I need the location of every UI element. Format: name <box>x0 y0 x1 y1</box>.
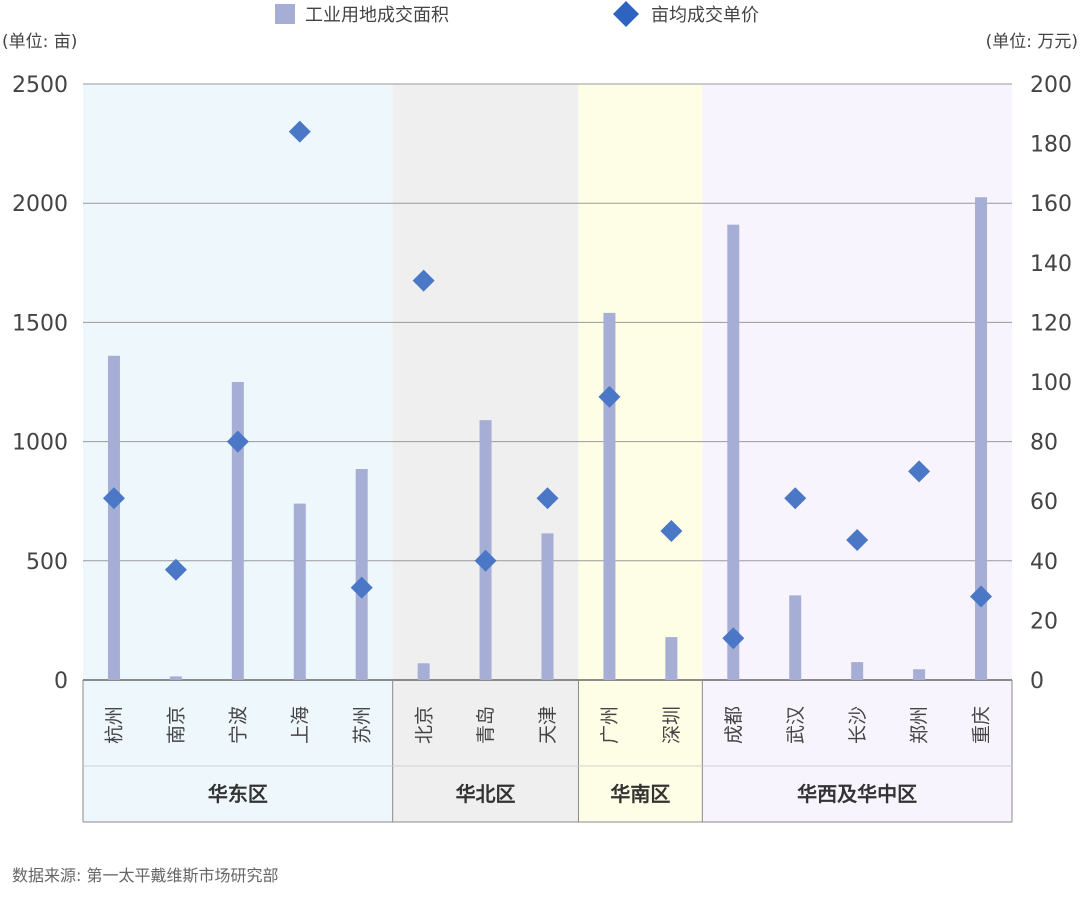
left-axis-tick-label: 0 <box>54 669 68 694</box>
category-label-长沙: 长沙 <box>847 706 869 744</box>
right-axis-tick-label: 60 <box>1030 490 1058 515</box>
category-label-重庆: 重庆 <box>971 706 993 744</box>
category-label-上海: 上海 <box>289 706 311 744</box>
bar-杭州 <box>107 355 120 680</box>
region-background <box>702 84 1012 822</box>
right-axis-tick-label: 140 <box>1030 252 1072 277</box>
region-label: 华西及华中区 <box>797 782 917 806</box>
category-label-苏州: 苏州 <box>351 706 373 744</box>
bar-郑州 <box>913 669 926 680</box>
category-label-青岛: 青岛 <box>475 706 497 744</box>
right-axis-tick-label: 180 <box>1030 133 1072 158</box>
bar-长沙 <box>851 662 864 680</box>
region-label: 华南区 <box>610 782 670 806</box>
left-axis-tick-label: 1000 <box>12 431 68 456</box>
category-label-南京: 南京 <box>166 706 188 744</box>
bar-南京 <box>169 676 182 680</box>
price-marker-深圳 <box>660 520 683 542</box>
right-axis-tick-label: 20 <box>1030 609 1058 634</box>
left-axis-unit-label: (单位: 亩) <box>2 32 77 52</box>
price-marker-北京 <box>412 269 435 292</box>
bar-成都 <box>727 224 740 680</box>
price-marker-长沙 <box>846 528 869 551</box>
price-marker-广州 <box>598 385 621 408</box>
price-marker-武汉 <box>784 487 807 510</box>
price-marker-天津 <box>536 487 559 510</box>
bar-武汉 <box>789 595 802 680</box>
legend-marker-swatch <box>613 1 639 27</box>
left-axis-tick-label: 2000 <box>12 192 68 217</box>
category-label-广州: 广州 <box>599 706 621 744</box>
price-marker-上海 <box>288 120 311 143</box>
region-label: 华北区 <box>456 782 516 806</box>
price-marker-青岛 <box>474 549 497 572</box>
left-axis-tick-label: 2500 <box>12 73 68 98</box>
right-axis-unit-label: (单位: 万元) <box>986 32 1078 52</box>
right-axis-tick-label: 0 <box>1030 669 1044 694</box>
left-axis-tick-label: 500 <box>26 550 68 575</box>
price-marker-苏州 <box>350 576 373 599</box>
category-label-杭州: 杭州 <box>104 706 126 744</box>
price-marker-宁波 <box>226 430 249 453</box>
price-marker-郑州 <box>908 460 931 483</box>
data-source-note: 数据来源: 第一太平戴维斯市场研究部 <box>12 866 279 885</box>
bar-天津 <box>541 533 554 680</box>
category-label-深圳: 深圳 <box>661 706 683 744</box>
right-axis-tick-label: 40 <box>1030 550 1058 575</box>
right-axis-tick-label: 200 <box>1030 73 1072 98</box>
region-background <box>578 84 703 822</box>
category-label-天津: 天津 <box>537 706 559 744</box>
bar-宁波 <box>231 382 244 680</box>
price-marker-杭州 <box>102 487 125 510</box>
right-axis-tick-label: 80 <box>1030 431 1058 456</box>
legend-bar-label: 工业用地成交面积 <box>305 5 449 26</box>
right-axis-tick-label: 100 <box>1030 371 1072 396</box>
category-label-成都: 成都 <box>723 706 745 744</box>
price-marker-南京 <box>164 558 187 581</box>
price-marker-重庆 <box>970 585 993 608</box>
bar-广州 <box>603 312 616 680</box>
category-label-武汉: 武汉 <box>785 706 807 744</box>
legend-bar-swatch <box>275 4 295 24</box>
legend-marker-label: 亩均成交单价 <box>651 5 759 26</box>
category-label-宁波: 宁波 <box>227 706 249 744</box>
bar-苏州 <box>355 469 368 680</box>
bar-重庆 <box>975 197 988 681</box>
bar-上海 <box>293 503 306 680</box>
left-axis-tick-label: 1500 <box>12 311 68 336</box>
region-label: 华东区 <box>208 782 268 806</box>
price-marker-成都 <box>722 627 745 650</box>
right-axis-tick-label: 160 <box>1030 192 1072 217</box>
right-axis-tick-label: 120 <box>1030 311 1072 336</box>
bar-深圳 <box>665 637 678 680</box>
bar-北京 <box>417 663 430 680</box>
category-label-北京: 北京 <box>413 706 435 744</box>
category-label-郑州: 郑州 <box>909 706 931 744</box>
